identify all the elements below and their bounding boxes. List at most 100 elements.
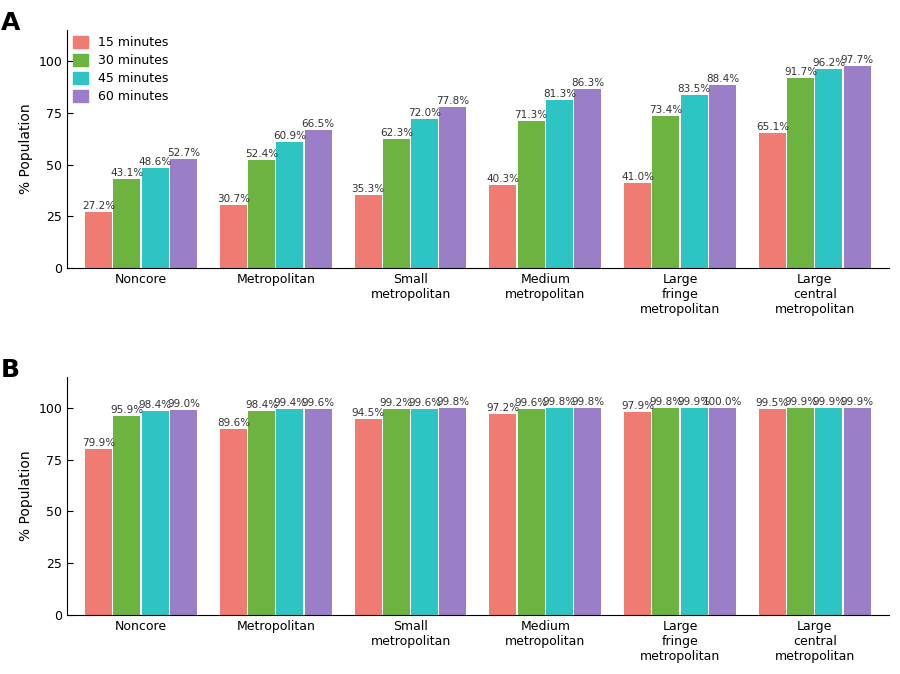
- Bar: [355, 195, 382, 268]
- Text: 66.5%: 66.5%: [302, 119, 335, 129]
- Text: 99.0%: 99.0%: [167, 399, 200, 409]
- Bar: [86, 212, 112, 268]
- Text: 98.4%: 98.4%: [139, 400, 172, 410]
- Text: 27.2%: 27.2%: [82, 201, 115, 211]
- Text: 43.1%: 43.1%: [111, 168, 143, 178]
- Text: 98.4%: 98.4%: [245, 400, 278, 410]
- Bar: [759, 409, 786, 615]
- Bar: [305, 131, 332, 268]
- Bar: [141, 168, 168, 268]
- Text: 99.8%: 99.8%: [436, 397, 470, 407]
- Bar: [652, 116, 680, 268]
- Text: 62.3%: 62.3%: [380, 128, 413, 138]
- Bar: [439, 107, 466, 268]
- Text: 40.3%: 40.3%: [486, 174, 519, 184]
- Text: 30.7%: 30.7%: [217, 193, 250, 204]
- Bar: [411, 408, 438, 615]
- Bar: [220, 205, 247, 268]
- Bar: [276, 142, 303, 268]
- Text: 99.9%: 99.9%: [813, 397, 845, 407]
- Text: 89.6%: 89.6%: [217, 419, 250, 428]
- Text: 86.3%: 86.3%: [572, 78, 604, 88]
- Bar: [843, 408, 870, 615]
- Bar: [652, 408, 680, 615]
- Bar: [843, 66, 870, 268]
- Bar: [248, 411, 275, 615]
- Bar: [355, 419, 382, 615]
- Bar: [86, 450, 112, 615]
- Text: 35.3%: 35.3%: [352, 184, 384, 194]
- Bar: [490, 414, 517, 615]
- Bar: [276, 409, 303, 615]
- Text: 99.6%: 99.6%: [408, 398, 441, 408]
- Text: 71.3%: 71.3%: [515, 109, 548, 119]
- Bar: [113, 179, 140, 268]
- Bar: [709, 85, 736, 268]
- Bar: [759, 133, 786, 268]
- Text: 99.9%: 99.9%: [678, 397, 711, 407]
- Bar: [170, 159, 197, 268]
- Text: 60.9%: 60.9%: [274, 131, 306, 141]
- Bar: [382, 409, 410, 615]
- Bar: [411, 119, 438, 268]
- Text: 77.8%: 77.8%: [436, 96, 470, 106]
- Text: 99.9%: 99.9%: [784, 397, 817, 407]
- Text: 79.9%: 79.9%: [82, 438, 115, 448]
- Bar: [518, 121, 544, 268]
- Bar: [788, 78, 814, 268]
- Bar: [624, 183, 651, 268]
- Bar: [220, 429, 247, 615]
- Text: 99.2%: 99.2%: [380, 398, 413, 408]
- Text: 52.7%: 52.7%: [166, 148, 200, 158]
- Legend: 15 minutes, 30 minutes, 45 minutes, 60 minutes: 15 minutes, 30 minutes, 45 minutes, 60 m…: [73, 36, 168, 103]
- Bar: [680, 95, 707, 268]
- Bar: [680, 408, 707, 615]
- Bar: [624, 412, 651, 615]
- Text: 99.5%: 99.5%: [756, 398, 789, 408]
- Bar: [490, 185, 517, 268]
- Bar: [113, 417, 140, 615]
- Text: 99.8%: 99.8%: [572, 397, 604, 407]
- Bar: [546, 100, 573, 268]
- Bar: [709, 408, 736, 615]
- Bar: [546, 408, 573, 615]
- Text: 73.4%: 73.4%: [649, 105, 682, 115]
- Text: 91.7%: 91.7%: [784, 67, 817, 78]
- Bar: [382, 140, 410, 268]
- Text: 100.0%: 100.0%: [703, 397, 742, 406]
- Text: 97.7%: 97.7%: [841, 55, 874, 65]
- Text: 99.6%: 99.6%: [302, 398, 335, 408]
- Text: 99.8%: 99.8%: [649, 397, 682, 407]
- Y-axis label: % Population: % Population: [19, 104, 32, 195]
- Text: 99.9%: 99.9%: [841, 397, 874, 407]
- Text: 41.0%: 41.0%: [621, 173, 654, 182]
- Text: 95.9%: 95.9%: [111, 405, 143, 415]
- Bar: [248, 160, 275, 268]
- Text: 52.4%: 52.4%: [245, 149, 278, 158]
- Bar: [574, 90, 601, 268]
- Text: 97.2%: 97.2%: [486, 402, 519, 412]
- Text: 83.5%: 83.5%: [678, 84, 711, 94]
- Text: 48.6%: 48.6%: [139, 156, 172, 166]
- Text: 72.0%: 72.0%: [409, 108, 441, 118]
- Text: A: A: [1, 11, 21, 35]
- Text: 97.9%: 97.9%: [621, 401, 654, 411]
- Bar: [788, 408, 814, 615]
- Text: B: B: [1, 358, 20, 381]
- Bar: [170, 410, 197, 615]
- Text: 94.5%: 94.5%: [352, 408, 384, 418]
- Bar: [815, 69, 842, 268]
- Text: 99.8%: 99.8%: [543, 397, 576, 407]
- Text: 99.6%: 99.6%: [515, 398, 548, 408]
- Bar: [141, 411, 168, 615]
- Bar: [574, 408, 601, 615]
- Text: 65.1%: 65.1%: [756, 123, 789, 132]
- Text: 96.2%: 96.2%: [813, 58, 845, 68]
- Text: 99.4%: 99.4%: [274, 398, 307, 408]
- Bar: [815, 408, 842, 615]
- Bar: [305, 408, 332, 615]
- Y-axis label: % Population: % Population: [19, 450, 32, 541]
- Bar: [439, 408, 466, 615]
- Text: 88.4%: 88.4%: [706, 74, 739, 84]
- Bar: [518, 408, 544, 615]
